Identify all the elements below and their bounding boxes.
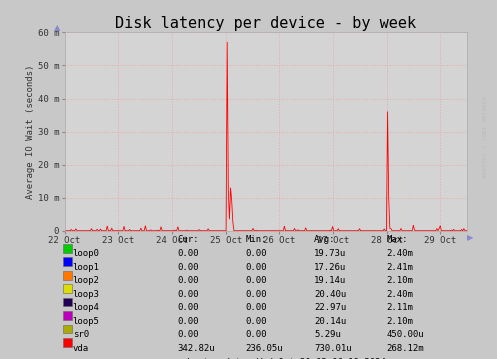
Bar [64,257,72,266]
Text: 236.05u: 236.05u [246,344,283,353]
Text: 2.10m: 2.10m [387,276,414,285]
Text: Last update: Wed Oct 30 02:06:19 2024: Last update: Wed Oct 30 02:06:19 2024 [186,358,386,359]
Text: loop4: loop4 [73,303,99,312]
Text: 268.12m: 268.12m [387,344,424,353]
Text: 2.40m: 2.40m [387,250,414,258]
Text: 2.10m: 2.10m [387,317,414,326]
Text: 0.00: 0.00 [246,290,267,299]
Y-axis label: Average IO Wait (seconds): Average IO Wait (seconds) [26,64,35,199]
Text: vda: vda [73,344,89,353]
Text: loop3: loop3 [73,290,99,299]
Text: ▲: ▲ [54,23,61,32]
Bar [64,338,72,347]
Text: loop2: loop2 [73,276,99,285]
Bar [64,244,72,253]
Text: 450.00u: 450.00u [387,330,424,339]
Text: loop5: loop5 [73,317,99,326]
Bar [64,298,72,307]
Text: 730.01u: 730.01u [314,344,352,353]
Text: sr0: sr0 [73,330,89,339]
Text: ▶: ▶ [467,233,474,242]
Text: loop1: loop1 [73,263,99,272]
Bar [64,271,72,280]
Bar [64,325,72,334]
Text: 5.29u: 5.29u [314,330,341,339]
Text: 0.00: 0.00 [177,330,199,339]
Text: 0.00: 0.00 [246,317,267,326]
Text: 0.00: 0.00 [246,330,267,339]
Text: 0.00: 0.00 [177,317,199,326]
Text: 342.82u: 342.82u [177,344,215,353]
Text: Avg:: Avg: [314,235,335,244]
Text: 22.97u: 22.97u [314,303,346,312]
Text: 19.14u: 19.14u [314,276,346,285]
Text: 2.40m: 2.40m [387,290,414,299]
Text: 0.00: 0.00 [177,250,199,258]
Text: 0.00: 0.00 [177,290,199,299]
Text: loop0: loop0 [73,250,99,258]
Text: RRDTOOL / TOBI OETIKER: RRDTOOL / TOBI OETIKER [482,95,487,178]
Text: 17.26u: 17.26u [314,263,346,272]
Text: 2.11m: 2.11m [387,303,414,312]
Bar [64,284,72,293]
Text: Min:: Min: [246,235,267,244]
Text: 0.00: 0.00 [246,250,267,258]
Text: 20.14u: 20.14u [314,317,346,326]
Text: Max:: Max: [387,235,408,244]
Text: 0.00: 0.00 [177,303,199,312]
Text: 19.73u: 19.73u [314,250,346,258]
Title: Disk latency per device - by week: Disk latency per device - by week [115,16,416,31]
Text: 0.00: 0.00 [246,303,267,312]
Bar [64,311,72,320]
Text: 2.41m: 2.41m [387,263,414,272]
Text: Cur:: Cur: [177,235,199,244]
Text: 0.00: 0.00 [246,263,267,272]
Text: 0.00: 0.00 [177,263,199,272]
Text: 0.00: 0.00 [246,276,267,285]
Text: 0.00: 0.00 [177,276,199,285]
Text: 20.40u: 20.40u [314,290,346,299]
